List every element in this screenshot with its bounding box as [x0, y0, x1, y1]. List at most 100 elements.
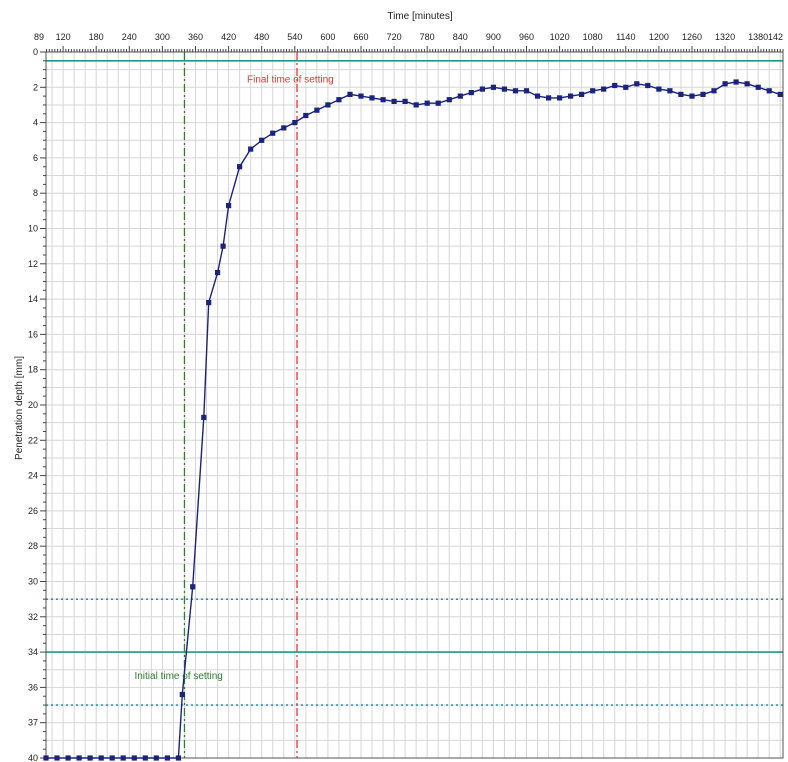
data-point — [457, 93, 463, 99]
data-point — [689, 93, 695, 99]
y-tick-label: 34 — [28, 647, 38, 657]
data-point — [413, 102, 419, 108]
y-tick-label: 28 — [28, 541, 38, 551]
y-tick-label: 20 — [28, 400, 38, 410]
annotation-label: Initial time of setting — [134, 671, 222, 682]
data-point — [435, 100, 441, 106]
y-tick-label: 40 — [28, 753, 38, 762]
data-point — [755, 84, 761, 90]
x-tick-label: 180 — [89, 32, 104, 42]
data-point — [237, 164, 243, 170]
x-tick-label: 1020 — [550, 32, 570, 42]
y-tick-label: 24 — [28, 471, 38, 481]
data-point — [336, 97, 342, 103]
x-tick-label: 1380 — [748, 32, 768, 42]
x-tick-label: 600 — [320, 32, 335, 42]
x-tick-label: 900 — [486, 32, 501, 42]
y-tick-label: 30 — [28, 577, 38, 587]
y-tick-label: 36 — [28, 682, 38, 692]
y-tick-label: 26 — [28, 506, 38, 516]
data-point — [120, 755, 126, 761]
y-tick-label: 4 — [33, 118, 38, 128]
x-tick-label: 780 — [420, 32, 435, 42]
data-point — [623, 84, 629, 90]
y-tick-label: 18 — [28, 365, 38, 375]
data-point — [380, 97, 386, 103]
data-point — [711, 88, 717, 94]
x-tick-label: 142 — [768, 32, 783, 42]
data-point — [201, 414, 207, 420]
x-tick-label: 1080 — [583, 32, 603, 42]
x-tick-label: 300 — [155, 32, 170, 42]
data-point — [131, 755, 137, 761]
x-tick-label: 960 — [519, 32, 534, 42]
data-point — [568, 93, 574, 99]
x-tick-label: 540 — [287, 32, 302, 42]
data-point — [206, 300, 212, 306]
x-tick-label: 660 — [353, 32, 368, 42]
x-tick-label: 480 — [254, 32, 269, 42]
data-point — [175, 755, 181, 761]
data-point — [87, 755, 93, 761]
data-point — [722, 81, 728, 87]
data-point — [281, 125, 287, 131]
data-point — [109, 755, 115, 761]
data-point — [645, 82, 651, 89]
data-point — [54, 755, 60, 761]
reference-lines — [46, 52, 783, 758]
data-point — [678, 91, 684, 97]
data-point — [667, 88, 673, 94]
x-tick-label: 1320 — [715, 32, 735, 42]
x-tick-label: 1260 — [682, 32, 702, 42]
x-tick-label: 89 — [34, 32, 44, 42]
data-point — [164, 755, 170, 761]
data-point — [220, 243, 226, 249]
data-point — [153, 755, 159, 761]
data-point — [369, 95, 375, 101]
data-point — [766, 88, 772, 94]
y-tick-label: 37 — [28, 718, 38, 728]
data-point — [391, 98, 397, 104]
x-tick-label: 360 — [188, 32, 203, 42]
y-tick-label: 10 — [28, 224, 38, 234]
data-point — [142, 755, 148, 761]
data-point — [98, 755, 104, 761]
data-point — [76, 755, 82, 761]
data-point — [733, 79, 739, 85]
data-point — [700, 91, 706, 97]
y-tick-label: 32 — [28, 612, 38, 622]
y-tick-label: 14 — [28, 294, 38, 304]
data-point — [656, 86, 662, 92]
data-point — [402, 98, 408, 104]
x-tick-label: 120 — [56, 32, 71, 42]
data-point — [557, 95, 563, 101]
data-point — [777, 91, 783, 97]
data-point — [358, 93, 364, 99]
data-point — [314, 107, 320, 113]
annotation-label: Final time of setting — [247, 74, 334, 85]
data-point — [501, 86, 507, 92]
data-point — [446, 97, 452, 103]
data-point — [579, 91, 585, 97]
y-axis-title: Penetration depth [mm] — [14, 356, 25, 460]
y-tick-label: 22 — [28, 435, 38, 445]
y-tick-label: 12 — [28, 259, 38, 269]
data-point — [490, 84, 496, 90]
data-point — [65, 755, 71, 761]
data-point — [512, 88, 519, 94]
data-point — [259, 137, 265, 143]
data-point — [303, 112, 309, 119]
data-point — [347, 91, 353, 97]
x-tick-label: 840 — [453, 32, 468, 42]
data-point — [601, 86, 607, 92]
data-point — [248, 146, 254, 152]
data-point — [468, 90, 474, 96]
x-tick-label: 1140 — [616, 32, 635, 42]
data-point — [43, 755, 49, 761]
data-point — [744, 81, 750, 87]
series-layer — [43, 79, 783, 761]
data-point — [215, 270, 221, 276]
data-point — [546, 95, 552, 101]
